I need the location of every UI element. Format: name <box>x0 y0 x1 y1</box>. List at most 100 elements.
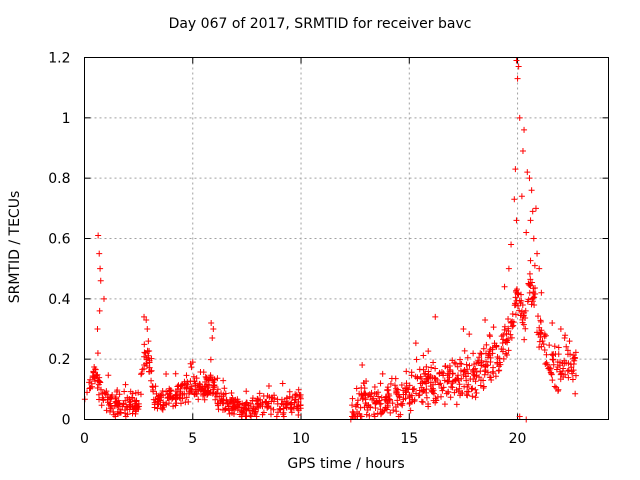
data-point <box>210 379 217 386</box>
data-point <box>509 311 516 318</box>
data-point <box>439 387 446 394</box>
chart-title: Day 067 of 2017, SRMTID for receiver bav… <box>168 16 472 32</box>
data-point <box>219 406 226 413</box>
data-point <box>189 359 196 366</box>
data-point <box>411 385 418 392</box>
data-point <box>556 368 563 375</box>
data-point <box>501 326 508 333</box>
data-point <box>268 411 275 418</box>
data-point <box>529 295 536 302</box>
data-point <box>567 361 574 368</box>
data-point <box>124 411 131 418</box>
x-axis-label: GPS time / hours <box>287 456 405 472</box>
data-point <box>377 400 384 407</box>
data-point <box>105 402 112 409</box>
data-point <box>379 408 386 415</box>
data-point <box>420 352 427 359</box>
data-point <box>510 322 517 329</box>
data-point <box>390 407 397 414</box>
data-point <box>508 334 515 341</box>
data-point <box>227 398 234 405</box>
data-point <box>430 359 437 366</box>
data-point <box>350 409 357 416</box>
data-point <box>135 389 142 396</box>
data-point <box>94 384 101 391</box>
data-point <box>446 368 453 375</box>
data-point <box>174 383 181 390</box>
data-point <box>513 217 520 224</box>
data-point <box>148 355 155 362</box>
data-point <box>516 114 523 121</box>
data-point <box>571 357 578 364</box>
data-point <box>215 406 222 413</box>
data-point <box>398 382 405 389</box>
data-point <box>497 361 504 368</box>
data-point <box>478 350 485 357</box>
data-point <box>112 402 119 409</box>
data-point <box>550 361 557 368</box>
data-point <box>563 343 570 350</box>
data-point <box>131 397 138 404</box>
data-point <box>220 397 227 404</box>
data-point <box>352 403 359 410</box>
data-point <box>524 298 531 305</box>
data-point <box>438 369 445 376</box>
data-point <box>384 402 391 409</box>
data-point <box>490 324 497 331</box>
data-point <box>549 319 556 326</box>
data-point <box>148 377 155 384</box>
data-point <box>353 413 360 420</box>
data-point <box>438 393 445 400</box>
data-point <box>515 63 522 70</box>
data-point <box>207 389 214 396</box>
data-point <box>524 169 531 176</box>
data-point <box>490 370 497 377</box>
data-point <box>509 323 516 330</box>
data-point <box>460 368 467 375</box>
data-point <box>143 356 150 363</box>
data-point <box>249 395 256 402</box>
data-point <box>527 257 534 264</box>
data-point <box>220 377 227 384</box>
data-point <box>543 359 550 366</box>
data-point <box>211 376 218 383</box>
data-point <box>163 370 170 377</box>
data-point <box>181 384 188 391</box>
data-point <box>493 343 500 350</box>
data-point <box>369 396 376 403</box>
data-point <box>273 413 280 420</box>
data-point <box>146 359 153 366</box>
data-point <box>505 316 512 323</box>
data-point <box>415 392 422 399</box>
data-point <box>565 374 572 381</box>
data-point <box>522 307 529 314</box>
grid-lines <box>84 57 609 420</box>
data-point <box>513 286 520 293</box>
data-point <box>293 391 300 398</box>
data-point <box>371 390 378 397</box>
data-point <box>425 348 432 355</box>
data-point <box>377 380 384 387</box>
data-point <box>97 277 104 284</box>
data-point <box>392 375 399 382</box>
y-tick-label: 0.8 <box>48 171 70 187</box>
data-point <box>145 338 152 345</box>
data-point <box>87 376 94 383</box>
data-point <box>560 365 567 372</box>
data-point <box>436 381 443 388</box>
data-point <box>103 407 110 414</box>
data-point <box>154 405 161 412</box>
data-point <box>466 362 473 369</box>
data-point <box>201 396 208 403</box>
data-point <box>422 379 429 386</box>
data-point <box>366 412 373 419</box>
data-point <box>100 295 107 302</box>
data-point <box>225 405 232 412</box>
data-point <box>429 374 436 381</box>
data-point <box>465 381 472 388</box>
data-point <box>482 368 489 375</box>
data-point <box>375 389 382 396</box>
data-point <box>525 280 532 287</box>
data-point <box>94 326 101 332</box>
data-point <box>453 386 460 393</box>
